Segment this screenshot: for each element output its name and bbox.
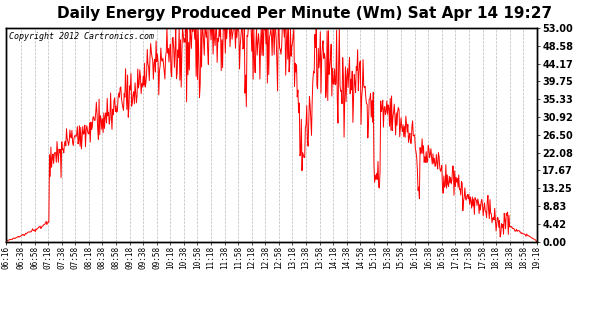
Text: Copyright 2012 Cartronics.com: Copyright 2012 Cartronics.com: [9, 32, 154, 41]
Text: Daily Energy Produced Per Minute (Wm) Sat Apr 14 19:27: Daily Energy Produced Per Minute (Wm) Sa…: [57, 6, 553, 21]
